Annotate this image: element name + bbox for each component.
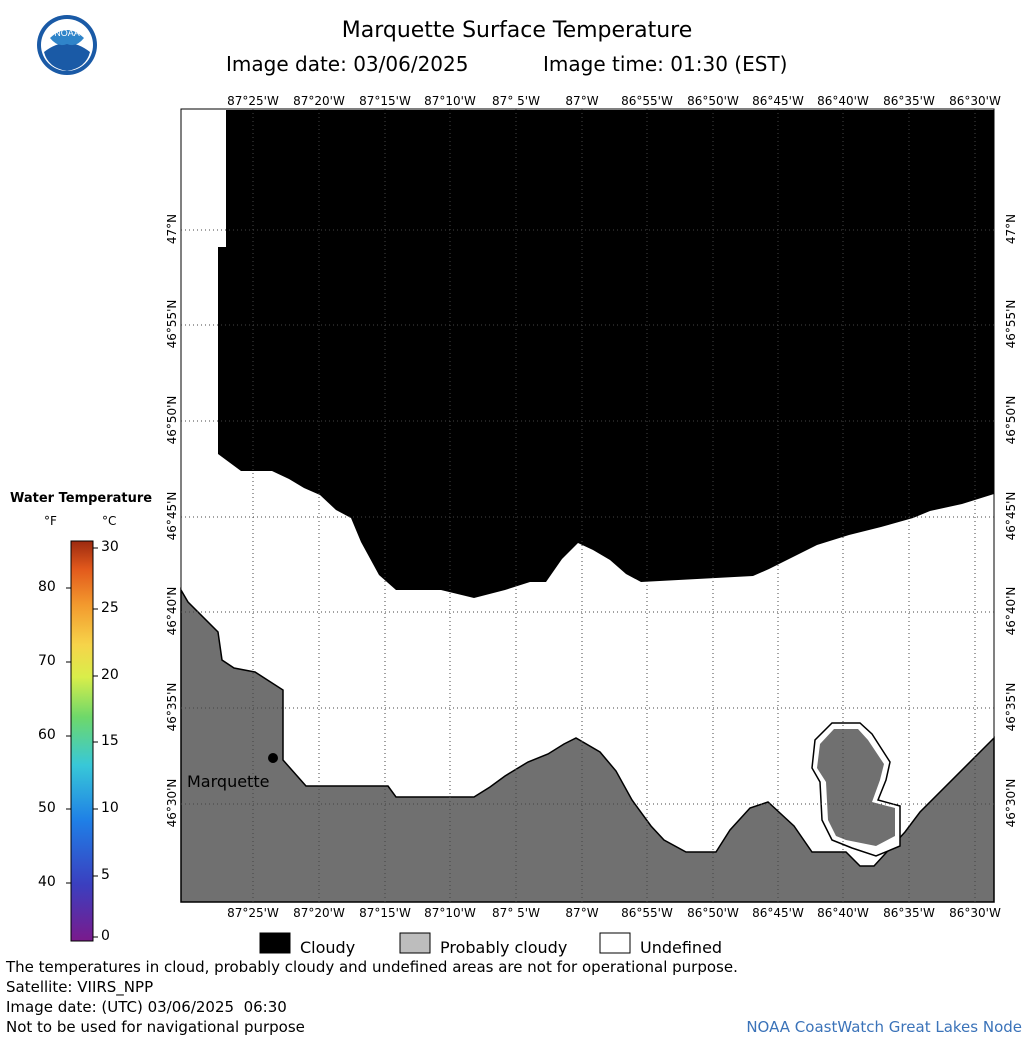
longitude-label-bottom: 87°20'W xyxy=(293,906,345,920)
fahrenheit-tick-label: 50 xyxy=(38,800,56,816)
city-label: Marquette xyxy=(187,772,270,791)
latitude-label-left: 46°30'N xyxy=(165,778,179,828)
longitude-label-top: 86°40'W xyxy=(817,94,869,108)
city-marker xyxy=(268,753,278,763)
colorbar-ticks xyxy=(66,547,98,938)
land-area xyxy=(180,587,995,903)
longitude-label-top: 86°55'W xyxy=(621,94,673,108)
colorbar-title: Water Temperature xyxy=(10,491,153,506)
probably-cloudy-label: Probably cloudy xyxy=(440,938,568,957)
longitude-label-bottom: 86°40'W xyxy=(817,906,869,920)
longitude-label-top: 87° 5'W xyxy=(492,94,540,108)
longitude-label-top: 87°25'W xyxy=(227,94,279,108)
latitude-label-left: 47°N xyxy=(165,213,179,245)
probably-cloudy-swatch xyxy=(399,932,431,954)
undefined-swatch xyxy=(599,932,631,954)
longitude-label-bottom: 87°25'W xyxy=(227,906,279,920)
latitude-label-left: 46°35'N xyxy=(165,682,179,732)
longitude-label-top: 86°45'W xyxy=(752,94,804,108)
celsius-tick-label: 5 xyxy=(101,867,110,883)
latitude-label-right: 47°N xyxy=(1004,213,1018,245)
latitude-label-left: 46°55'N xyxy=(165,299,179,349)
footer-satellite: Satellite: VIIRS_NPP xyxy=(6,978,154,996)
latitude-label-left: 46°45'N xyxy=(165,491,179,541)
longitude-label-top: 87°20'W xyxy=(293,94,345,108)
image-time-label: Image time: 01:30 (EST) xyxy=(543,52,788,76)
longitude-label-bottom: 86°55'W xyxy=(621,906,673,920)
coordinate-grid xyxy=(181,109,994,902)
fahrenheit-tick-label: 80 xyxy=(38,579,56,595)
latitude-label-right: 46°55'N xyxy=(1004,299,1018,349)
longitude-label-bottom: 87° 5'W xyxy=(492,906,540,920)
celsius-tick-label: 30 xyxy=(101,539,119,555)
inland-lake-land xyxy=(817,729,895,846)
celsius-tick-label: 15 xyxy=(101,733,119,749)
footer-image-date: Image date: (UTC) 03/06/2025 06:30 xyxy=(6,998,287,1016)
latitude-label-left: 46°40'N xyxy=(165,586,179,636)
longitude-label-top: 87°10'W xyxy=(424,94,476,108)
cloudy-label: Cloudy xyxy=(300,938,356,957)
celsius-tick-label: 20 xyxy=(101,667,119,683)
longitude-label-bottom: 87°10'W xyxy=(424,906,476,920)
longitude-label-bottom: 86°35'W xyxy=(883,906,935,920)
longitude-label-top: 87°W xyxy=(565,94,599,108)
unit-celsius: °C xyxy=(102,514,117,528)
noaa-logo: NOAA xyxy=(37,15,97,75)
longitude-label-bottom: 86°30'W xyxy=(949,906,1001,920)
cloud-area xyxy=(218,110,994,598)
longitude-label-bottom: 87°15'W xyxy=(359,906,411,920)
fahrenheit-tick-label: 40 xyxy=(38,874,56,890)
colorbar xyxy=(70,540,94,942)
footer-disclaimer: The temperatures in cloud, probably clou… xyxy=(6,958,738,976)
latitude-label-right: 46°30'N xyxy=(1004,778,1018,828)
latitude-label-right: 46°50'N xyxy=(1004,395,1018,445)
latitude-label-right: 46°40'N xyxy=(1004,586,1018,636)
undefined-label: Undefined xyxy=(640,938,723,957)
fahrenheit-tick-label: 70 xyxy=(38,653,56,669)
longitude-label-top: 86°30'W xyxy=(949,94,1001,108)
longitude-label-bottom: 87°W xyxy=(565,906,599,920)
footer-navigation-warning: Not to be used for navigational purpose xyxy=(6,1018,305,1036)
longitude-label-top: 86°35'W xyxy=(883,94,935,108)
latitude-label-left: 46°50'N xyxy=(165,395,179,445)
latitude-label-right: 46°35'N xyxy=(1004,682,1018,732)
unit-fahrenheit: °F xyxy=(44,514,57,528)
cloudy-swatch xyxy=(259,932,291,954)
longitude-label-bottom: 86°50'W xyxy=(687,906,739,920)
celsius-tick-label: 25 xyxy=(101,600,119,616)
fahrenheit-tick-label: 60 xyxy=(38,727,56,743)
map-title: Marquette Surface Temperature xyxy=(341,18,693,43)
image-date-label: Image date: 03/06/2025 xyxy=(226,52,469,76)
logo-text: NOAA xyxy=(54,28,80,38)
footer-credit: NOAA CoastWatch Great Lakes Node xyxy=(746,1018,1022,1036)
celsius-tick-label: 10 xyxy=(101,800,119,816)
latitude-label-right: 46°45'N xyxy=(1004,491,1018,541)
celsius-tick-label: 0 xyxy=(101,928,110,944)
longitude-label-top: 87°15'W xyxy=(359,94,411,108)
longitude-label-bottom: 86°45'W xyxy=(752,906,804,920)
longitude-label-top: 86°50'W xyxy=(687,94,739,108)
